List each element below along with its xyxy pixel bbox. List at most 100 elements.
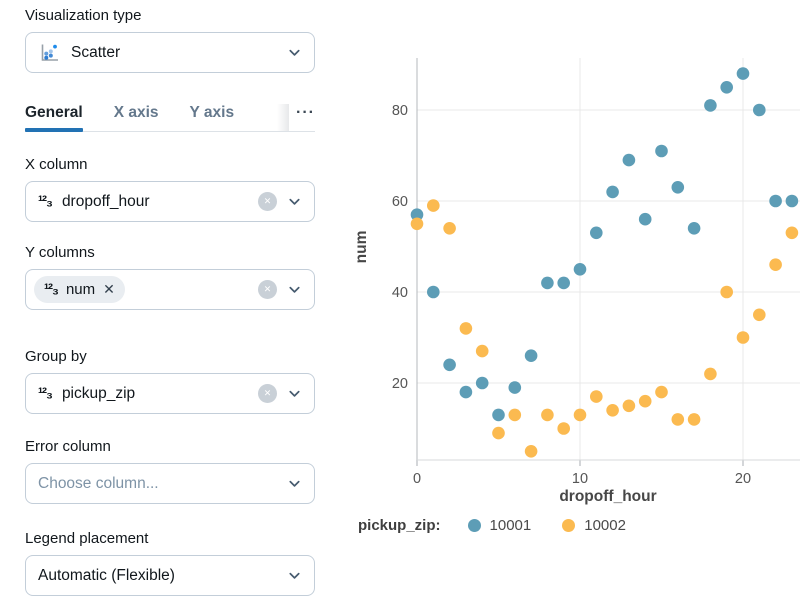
scatter-point-10001 — [524, 349, 538, 363]
y-columns-label: Y columns — [25, 244, 95, 261]
scatter-point-10002 — [704, 367, 717, 381]
error-column-select[interactable]: Choose column... — [25, 463, 315, 504]
x-column-value: dropoff_hour — [61, 192, 150, 210]
number-column-icon: ¹²₃ — [38, 385, 53, 402]
scatter-point-10002 — [736, 331, 750, 344]
tab-general[interactable]: General — [25, 104, 83, 132]
number-column-icon: ¹²₃ — [44, 281, 59, 298]
scatter-point-10001 — [410, 208, 424, 221]
legend-label: 10002 — [584, 517, 626, 534]
visualization-config-panel: Visualization type Scatter General X axi… — [25, 7, 315, 596]
y-columns-select[interactable]: ¹²₃ num ✕ ✕ — [25, 269, 315, 310]
scatter-point-10001 — [753, 103, 766, 117]
scatter-point-10001 — [687, 222, 701, 235]
error-column-label: Error column — [25, 438, 111, 455]
y-tick-label: 60 — [392, 194, 408, 210]
remove-chip-icon[interactable]: ✕ — [103, 281, 115, 297]
viz-type-label: Visualization type — [25, 7, 142, 24]
y-tick-label: 80 — [392, 103, 408, 119]
legend-placement-select[interactable]: Automatic (Flexible) — [25, 555, 315, 596]
scatter-point-10001 — [590, 226, 603, 240]
config-tabs: General X axis Y axis ··· — [25, 104, 315, 132]
scatter-point-10001 — [769, 194, 782, 208]
scatter-point-10002 — [573, 408, 587, 422]
chevron-down-icon[interactable] — [287, 386, 302, 401]
legend-placement-label: Legend placement — [25, 530, 149, 547]
tabs-overflow-button[interactable]: ··· — [296, 104, 315, 121]
scatter-point-10001 — [427, 285, 440, 299]
scatter-point-10002 — [508, 408, 522, 422]
scatter-point-10002 — [622, 399, 636, 413]
clear-selection-icon[interactable]: ✕ — [258, 384, 277, 403]
clear-selection-icon[interactable]: ✕ — [258, 280, 277, 299]
scatter-chart-icon — [41, 44, 58, 61]
y-column-chip[interactable]: ¹²₃ num ✕ — [34, 276, 125, 303]
scatter-point-10001 — [606, 185, 619, 199]
group-by-select[interactable]: ¹²₃ pickup_zip ✕ — [25, 373, 315, 414]
x-column-label: X column — [25, 156, 88, 173]
scatter-point-10002 — [443, 222, 456, 235]
y-tick-label: 40 — [392, 285, 408, 301]
scatter-point-10001 — [704, 99, 717, 112]
scatter-point-10001 — [622, 153, 636, 167]
scatter-point-10002 — [410, 217, 424, 231]
scatter-point-10002 — [720, 285, 733, 299]
scatter-point-10001 — [655, 144, 668, 158]
scatter-point-10002 — [427, 199, 440, 212]
scatter-point-10001 — [443, 358, 456, 372]
x-tick-label: 0 — [413, 471, 421, 487]
y-axis-title: num — [353, 231, 370, 264]
legend-title: pickup_zip: — [358, 517, 441, 534]
chevron-down-icon[interactable] — [287, 568, 302, 583]
tab-y-axis[interactable]: Y axis — [189, 104, 235, 121]
scatter-point-10001 — [459, 385, 473, 399]
scatter-point-10001 — [785, 194, 799, 208]
legend-dot — [467, 519, 481, 532]
chevron-down-icon[interactable] — [287, 476, 302, 491]
scatter-point-10002 — [557, 422, 570, 435]
x-axis-title: dropoff_hour — [559, 488, 656, 505]
scatter-point-10002 — [541, 408, 554, 422]
scatter-point-10001 — [671, 181, 685, 194]
scatter-point-10002 — [687, 413, 701, 426]
legend-item-10001[interactable]: 10001 — [467, 517, 532, 534]
viz-type-value: Scatter — [71, 43, 121, 61]
scatter-point-10001 — [736, 67, 750, 80]
error-column-placeholder: Choose column... — [38, 474, 159, 492]
chevron-down-icon[interactable] — [287, 282, 302, 297]
scatter-point-10001 — [508, 381, 522, 394]
scatter-point-10001 — [541, 276, 554, 290]
scatter-point-10002 — [655, 385, 668, 399]
legend-label: 10001 — [489, 517, 532, 534]
x-tick-label: 20 — [735, 471, 751, 487]
viz-type-select[interactable]: Scatter — [25, 32, 315, 73]
chevron-down-icon[interactable] — [287, 194, 302, 209]
scatter-point-10002 — [492, 426, 505, 440]
scatter-point-10002 — [524, 445, 538, 458]
scatter-point-10002 — [590, 390, 603, 403]
tabs-scroll-fade — [277, 104, 289, 131]
scatter-point-10002 — [769, 258, 782, 272]
legend-placement-value: Automatic (Flexible) — [38, 566, 175, 584]
legend-item-10002[interactable]: 10002 — [562, 517, 626, 534]
scatter-point-10002 — [475, 344, 489, 358]
group-by-label: Group by — [25, 348, 87, 365]
x-column-select[interactable]: ¹²₃ dropoff_hour ✕ — [25, 181, 315, 222]
scatter-point-10001 — [557, 276, 570, 290]
scatter-plot: 20 40 60 80 0 10 20 num dropoff_hour — [353, 58, 800, 505]
chevron-down-icon[interactable] — [287, 45, 302, 60]
scatter-point-10001 — [638, 212, 652, 226]
scatter-point-10001 — [475, 376, 489, 390]
y-tick-label: 20 — [392, 376, 408, 392]
chart-legend: pickup_zip: 10001 10002 — [358, 517, 657, 534]
legend-dot — [562, 519, 576, 532]
scatter-point-10002 — [785, 226, 799, 240]
y-column-chip-label: num — [65, 281, 96, 298]
scatter-point-10002 — [606, 404, 619, 417]
number-column-icon: ¹²₃ — [38, 193, 53, 210]
scatter-point-10002 — [671, 413, 685, 426]
group-by-value: pickup_zip — [61, 384, 136, 402]
clear-selection-icon[interactable]: ✕ — [258, 192, 277, 211]
tab-x-axis[interactable]: X axis — [113, 104, 159, 121]
scatter-point-10002 — [459, 322, 473, 335]
